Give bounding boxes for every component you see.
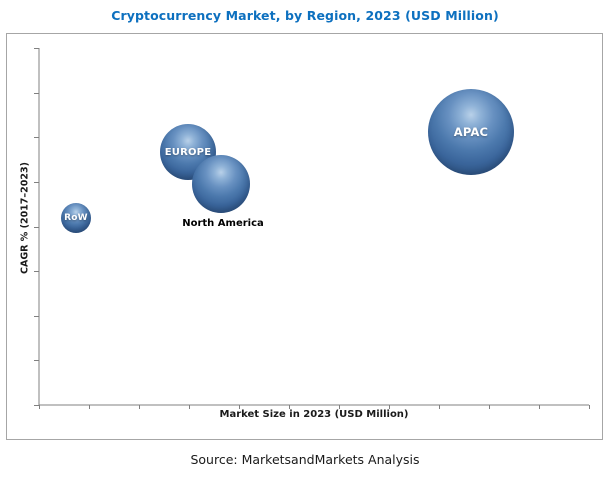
bubble-label-row: RoW <box>64 213 88 223</box>
bubble-apac: APAC <box>428 89 514 175</box>
bubble-label-apac: APAC <box>453 125 489 139</box>
plot-area <box>6 33 603 440</box>
bubble-label-north-america: North America <box>182 218 264 229</box>
chart-title: Cryptocurrency Market, by Region, 2023 (… <box>111 8 499 23</box>
x-axis-label: Market Size in 2023 (USD Million) <box>219 409 409 420</box>
bubble-row: RoW <box>61 203 91 233</box>
bubble-north-america <box>192 155 250 213</box>
bubble-label-europe: EUROPE <box>164 146 212 158</box>
source-text: Source: MarketsandMarkets Analysis <box>190 452 420 467</box>
